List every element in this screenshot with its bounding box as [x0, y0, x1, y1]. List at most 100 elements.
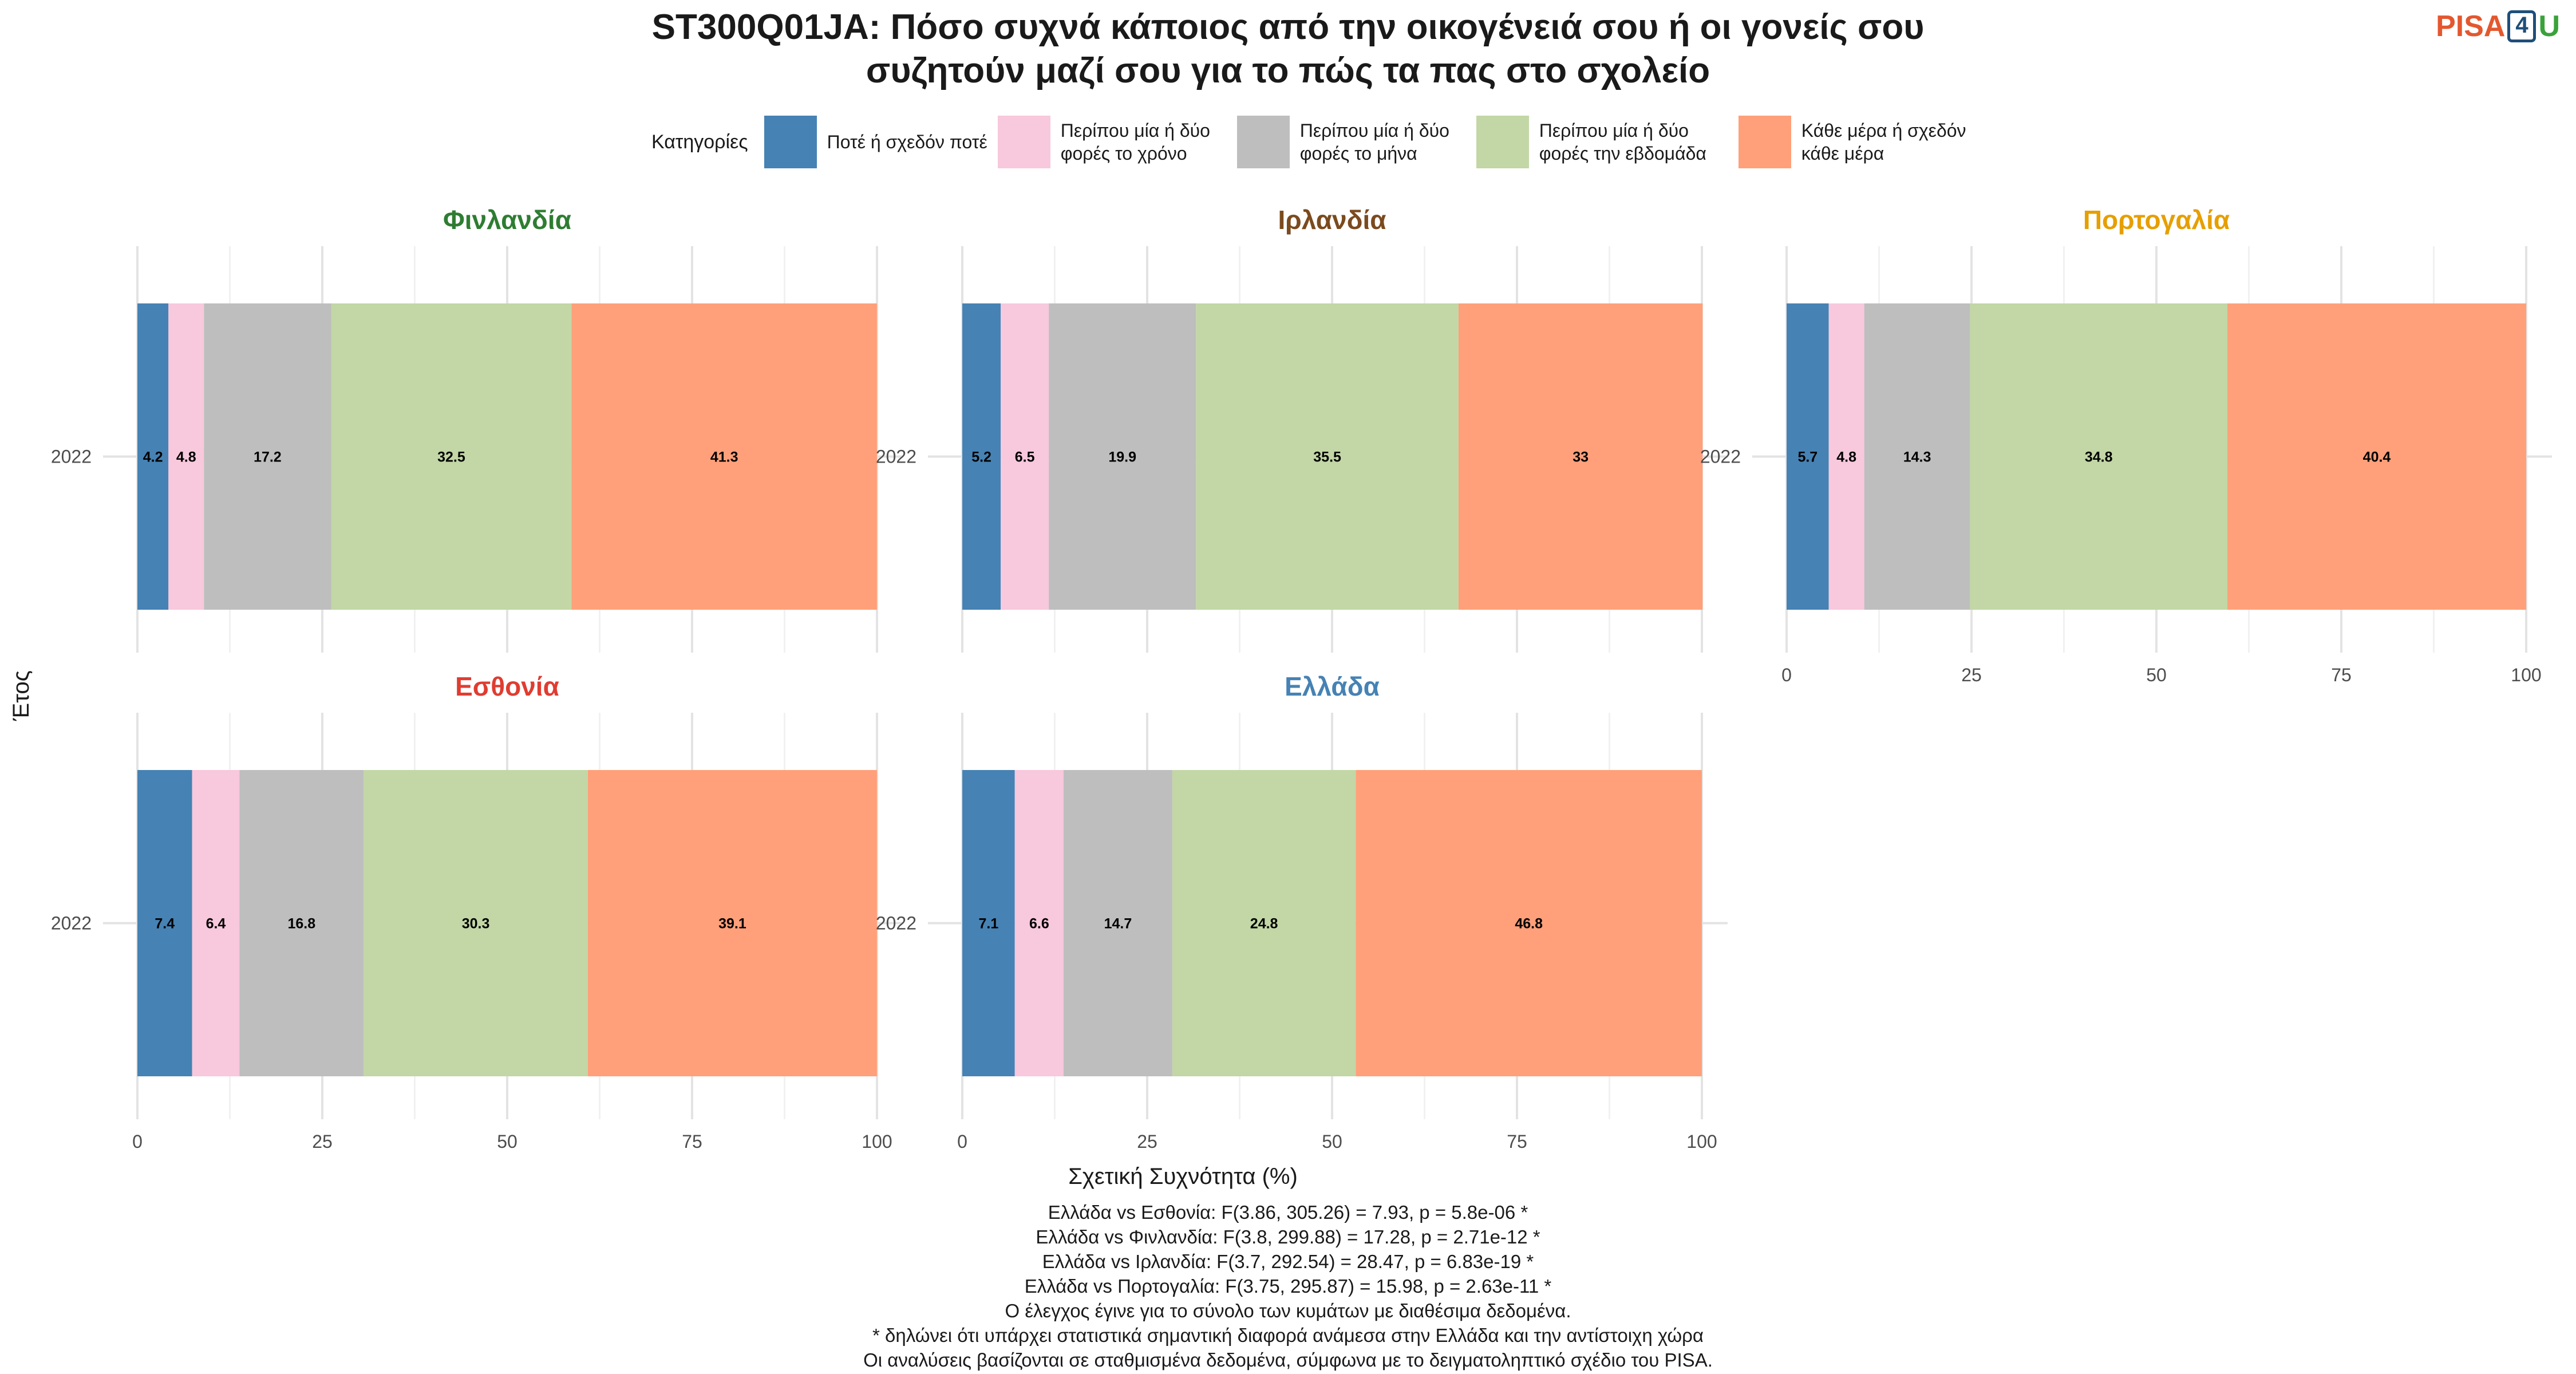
panel-title: Πορτογαλία	[2083, 205, 2230, 235]
bar-value-label: 7.4	[155, 916, 175, 932]
bar-segment	[1049, 303, 1196, 610]
bar-segment	[1828, 303, 1864, 610]
logo-digit-box: 4	[2507, 10, 2537, 42]
bar-value-label: 39.1	[718, 916, 746, 932]
x-tick-label: 75	[1507, 1131, 1527, 1152]
bar-value-label: 14.7	[1104, 916, 1132, 932]
legend-item-never: Ποτέ ή σχεδόν ποτέ	[764, 116, 987, 168]
x-tick-label: 25	[1961, 665, 1982, 685]
bar-segment	[137, 770, 192, 1076]
bar-value-label: 32.5	[437, 449, 465, 465]
x-axis-title: Σχετική Συχνότητα (%)	[1068, 1164, 1298, 1189]
chart-title-line-2: συζητούν μαζί σου για το πώς τα πας στο …	[866, 51, 1710, 90]
legend-item-yearly: Περίπου μία ή δύο φορές το χρόνο	[997, 116, 1227, 168]
bar-value-label: 7.1	[978, 916, 998, 932]
x-tick-label: 25	[1137, 1131, 1157, 1152]
bar-value-label: 24.8	[1250, 916, 1278, 932]
bar-value-label: 35.5	[1313, 449, 1341, 465]
bar-value-label: 4.8	[176, 449, 196, 465]
footer-line: * δηλώνει ότι υπάρχει στατιστικά σημαντι…	[872, 1325, 1704, 1346]
legend-swatch-monthly	[1236, 116, 1290, 168]
legend-swatch-weekly	[1476, 116, 1529, 168]
bar-segment	[587, 770, 877, 1076]
x-tick-label: 0	[132, 1131, 143, 1152]
legend-item-weekly: Περίπου μία ή δύο φορές την εβδομάδα	[1476, 116, 1728, 168]
bar-value-label: 6.4	[206, 916, 226, 932]
bar-segment	[2227, 303, 2526, 610]
legend-label-monthly: Περίπου μία ή δύο φορές το μήνα	[1299, 120, 1449, 164]
bar-value-label: 41.3	[710, 449, 738, 465]
x-tick-label: 0	[957, 1131, 967, 1152]
x-tick-label: 50	[2146, 665, 2167, 685]
x-tick-label: 75	[682, 1131, 702, 1152]
bar-segment	[331, 303, 572, 610]
legend-item-daily: Κάθε μέρα ή σχεδόν κάθε μέρα	[1738, 116, 1967, 168]
y-tick-label: 2022	[51, 447, 92, 467]
x-tick-label: 100	[862, 1131, 892, 1152]
y-tick-label: 2022	[876, 447, 916, 467]
legend-label-daily: Κάθε μέρα ή σχεδόν κάθε μέρα	[1801, 120, 1966, 164]
bar-segment	[364, 770, 588, 1076]
panel-title: Ελλάδα	[1285, 672, 1380, 701]
bar-segment	[962, 770, 1015, 1076]
x-tick-label: 25	[312, 1131, 333, 1152]
bar-segment	[1172, 770, 1356, 1076]
footer-line: Οι αναλύσεις βασίζονται σε σταθμισμένα δ…	[863, 1349, 1713, 1371]
footer-line: Ελλάδα vs Ιρλανδία: F(3.7, 292.54) = 28.…	[1042, 1251, 1534, 1272]
bar-segment	[239, 770, 364, 1076]
bar-value-label: 19.9	[1108, 449, 1136, 465]
bar-segment	[1864, 303, 1970, 610]
bar-value-label: 4.8	[1836, 449, 1856, 465]
bar-value-label: 4.2	[143, 449, 163, 465]
bar-value-label: 30.3	[462, 916, 490, 932]
bar-segment	[192, 770, 240, 1076]
legend: Κατηγορίες Ποτέ ή σχεδόν ποτέ Περίπου μί…	[651, 114, 1978, 169]
bar-segment	[1970, 303, 2228, 610]
bar-segment	[1064, 770, 1172, 1076]
bar-value-label: 34.8	[2085, 449, 2113, 465]
bar-value-label: 46.8	[1515, 916, 1543, 932]
x-tick-label: 50	[1322, 1131, 1342, 1152]
bar-segment	[1001, 303, 1049, 610]
bar-value-label: 5.7	[1797, 449, 1818, 465]
bar-segment	[1787, 303, 1829, 610]
legend-label-yearly: Περίπου μία ή δύο φορές το χρόνο	[1060, 120, 1210, 164]
bar-segment	[1356, 770, 1702, 1076]
x-tick-label: 0	[1781, 665, 1792, 685]
bar-segment	[1196, 303, 1459, 610]
panel-title: Εσθονία	[455, 672, 559, 701]
legend-label-never: Ποτέ ή σχεδόν ποτέ	[827, 132, 987, 152]
bar-value-label: 6.6	[1029, 916, 1049, 932]
legend-swatch-never	[764, 116, 817, 168]
logo-text-u: U	[2538, 10, 2560, 43]
legend-label-weekly: Περίπου μία ή δύο φορές την εβδομάδα	[1539, 120, 1706, 164]
y-axis-title: Έτος	[9, 670, 34, 721]
bar-value-label: 17.2	[254, 449, 282, 465]
y-tick-label: 2022	[51, 913, 92, 934]
x-tick-label: 100	[1686, 1131, 1717, 1152]
panel-title: Ιρλανδία	[1278, 205, 1386, 235]
x-tick-label: 75	[2331, 665, 2352, 685]
bar-value-label: 5.2	[971, 449, 991, 465]
footer-line: Ελλάδα vs Εσθονία: F(3.86, 305.26) = 7.9…	[1048, 1202, 1528, 1223]
footer-line: Ελλάδα vs Φινλανδία: F(3.8, 299.88) = 17…	[1036, 1226, 1540, 1247]
logo-text-pisa: PISA	[2436, 10, 2506, 43]
bar-segment	[962, 303, 1001, 610]
x-tick-label: 50	[497, 1131, 517, 1152]
chart-title: ST300Q01JA: Πόσο συχνά κάποιος από την ο…	[0, 6, 2576, 93]
bar-segment	[137, 303, 169, 610]
bar-segment	[571, 303, 877, 610]
footer-line: Ελλάδα vs Πορτογαλία: F(3.75, 295.87) = …	[1024, 1276, 1552, 1297]
footer-notes: Ελλάδα vs Εσθονία: F(3.86, 305.26) = 7.9…	[0, 1200, 2576, 1372]
bar-value-label: 33	[1573, 449, 1589, 465]
bar-value-label: 40.4	[2363, 449, 2391, 465]
legend-title: Κατηγορίες	[651, 131, 748, 153]
x-tick-label: 100	[2511, 665, 2541, 685]
chart-title-line-1: ST300Q01JA: Πόσο συχνά κάποιος από την ο…	[651, 7, 1925, 47]
bar-segment	[1014, 770, 1064, 1076]
pisa4u-logo: PISA 4 U	[2436, 9, 2560, 44]
y-tick-label: 2022	[876, 913, 916, 934]
legend-item-monthly: Περίπου μία ή δύο φορές το μήνα	[1236, 116, 1466, 168]
bar-segment	[1458, 303, 1703, 610]
